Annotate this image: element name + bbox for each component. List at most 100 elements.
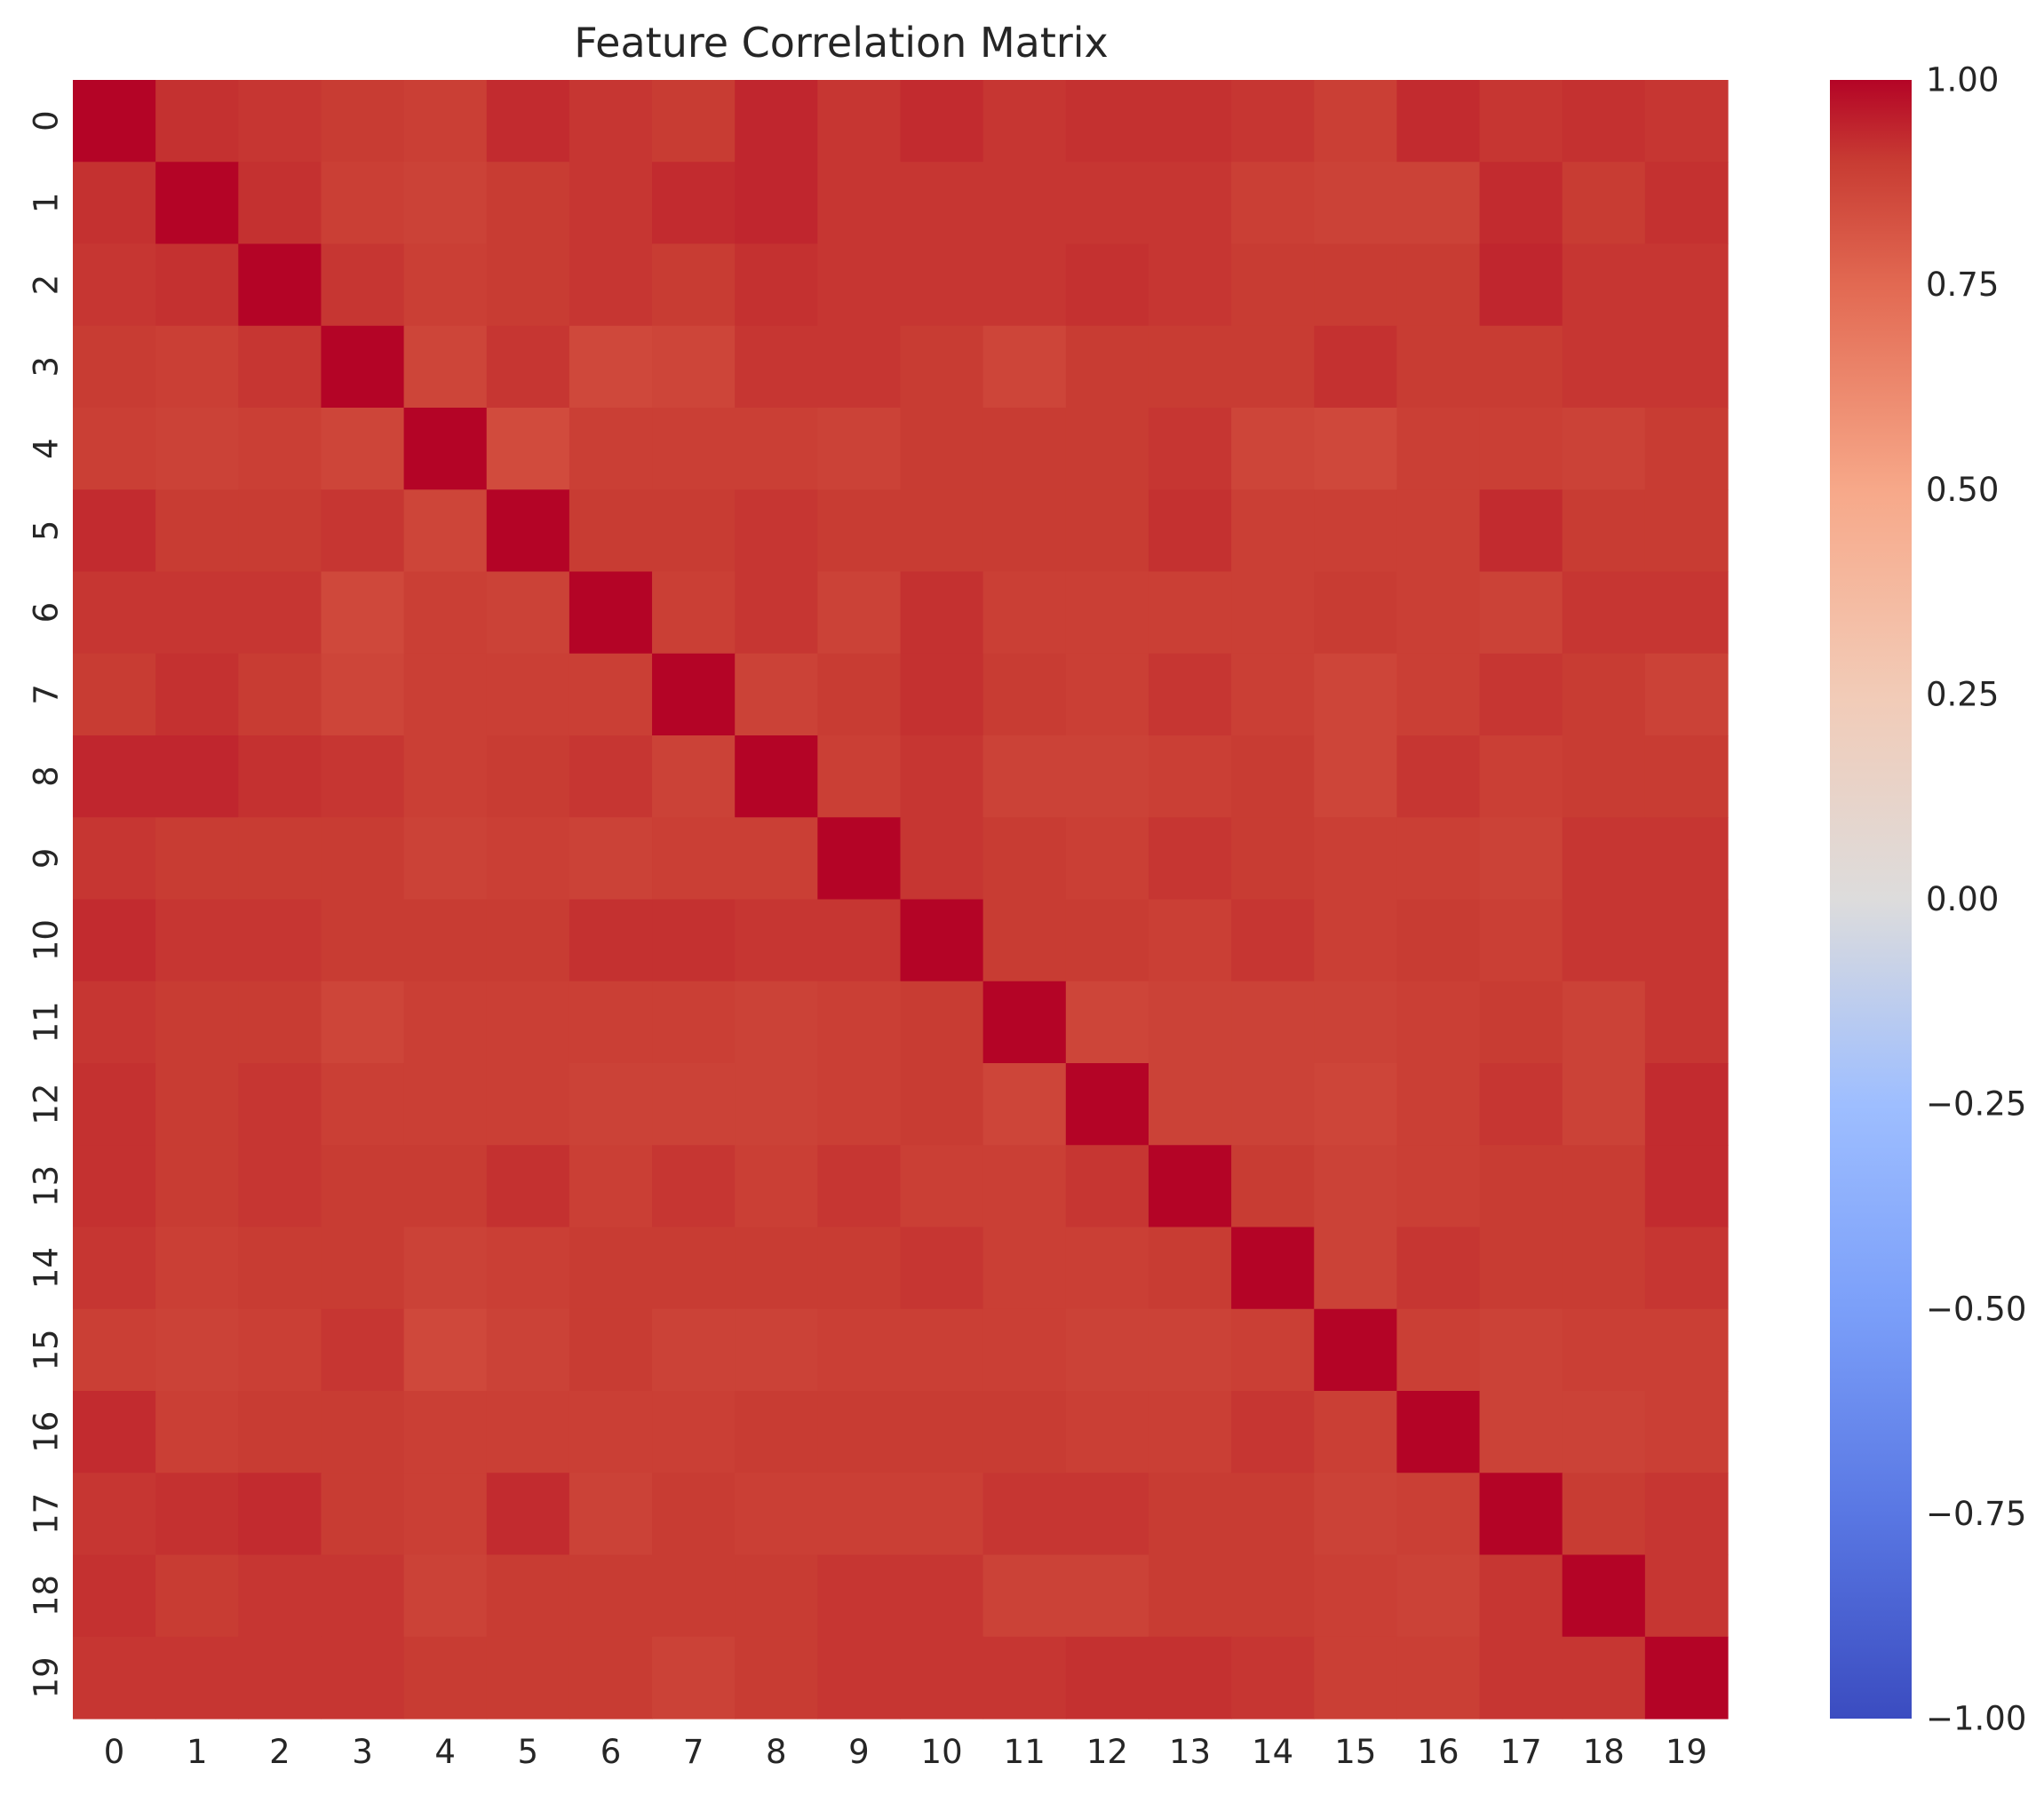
heatmap-cell-6-14 xyxy=(1231,571,1315,655)
heatmap-cell-16-8 xyxy=(735,1391,818,1473)
heatmap-cell-1-16 xyxy=(1396,162,1481,245)
heatmap-cell-6-15 xyxy=(1314,571,1397,655)
heatmap-cell-19-15 xyxy=(1314,1636,1397,1720)
heatmap-cell-1-4 xyxy=(403,162,488,245)
heatmap-cell-8-7 xyxy=(652,735,736,818)
heatmap-cell-8-14 xyxy=(1231,735,1315,818)
x-tick-label: 19 xyxy=(1666,1733,1707,1771)
heatmap-cell-12-16 xyxy=(1396,1063,1481,1146)
heatmap-cell-7-5 xyxy=(486,653,570,736)
colorbar-tick-label: 0.25 xyxy=(1926,675,1999,713)
heatmap-cell-0-1 xyxy=(155,80,239,163)
heatmap-cell-8-12 xyxy=(1065,735,1149,818)
heatmap-cell-2-4 xyxy=(403,243,488,327)
heatmap-cell-9-16 xyxy=(1396,817,1481,901)
heatmap-cell-15-10 xyxy=(900,1308,984,1392)
heatmap-cell-7-10 xyxy=(900,653,984,736)
heatmap-cell-11-7 xyxy=(652,981,736,1064)
x-tick-label: 17 xyxy=(1500,1733,1542,1771)
heatmap-cell-14-5 xyxy=(486,1227,570,1310)
heatmap-cell-7-15 xyxy=(1314,653,1397,736)
heatmap-cell-6-1 xyxy=(155,571,239,655)
heatmap-cell-18-6 xyxy=(569,1554,653,1638)
heatmap-cell-0-0 xyxy=(73,80,156,163)
heatmap-cell-13-1 xyxy=(155,1145,239,1228)
heatmap-cell-1-5 xyxy=(486,162,570,245)
heatmap-cell-9-1 xyxy=(155,817,239,901)
heatmap-cell-1-3 xyxy=(321,162,405,245)
heatmap-cell-0-14 xyxy=(1231,80,1315,163)
heatmap-cell-17-10 xyxy=(900,1473,984,1556)
heatmap-cell-0-4 xyxy=(403,80,488,163)
heatmap-cell-16-1 xyxy=(155,1391,239,1473)
heatmap-cell-18-11 xyxy=(982,1554,1067,1638)
heatmap-cell-0-19 xyxy=(1644,80,1729,163)
heatmap-cell-12-18 xyxy=(1562,1063,1646,1146)
heatmap-cell-15-0 xyxy=(73,1308,156,1392)
heatmap-cell-12-10 xyxy=(900,1063,984,1146)
heatmap-cell-2-13 xyxy=(1148,243,1232,327)
x-tick-label: 13 xyxy=(1169,1733,1211,1771)
heatmap-cell-14-6 xyxy=(569,1227,653,1310)
x-tick-label: 16 xyxy=(1417,1733,1459,1771)
heatmap-cell-17-2 xyxy=(238,1473,322,1556)
heatmap-cell-3-2 xyxy=(238,325,322,409)
heatmap-cell-19-10 xyxy=(900,1636,984,1720)
heatmap-cell-18-17 xyxy=(1479,1554,1563,1638)
heatmap-cell-11-18 xyxy=(1562,981,1646,1064)
y-tick-label: 18 xyxy=(28,1575,66,1616)
heatmap-cell-16-15 xyxy=(1314,1391,1397,1473)
heatmap-cell-15-18 xyxy=(1562,1308,1646,1392)
heatmap-cell-14-1 xyxy=(155,1227,239,1310)
heatmap-cell-5-12 xyxy=(1065,489,1149,573)
heatmap-cell-7-17 xyxy=(1479,653,1563,736)
heatmap-cell-17-12 xyxy=(1065,1473,1149,1556)
heatmap-cell-4-13 xyxy=(1148,408,1232,490)
heatmap-cell-16-12 xyxy=(1065,1391,1149,1473)
y-tick-label: 17 xyxy=(28,1493,66,1535)
heatmap-cell-14-12 xyxy=(1065,1227,1149,1310)
heatmap-cell-3-7 xyxy=(652,325,736,409)
x-tick-label: 5 xyxy=(518,1733,539,1771)
heatmap-cell-3-18 xyxy=(1562,325,1646,409)
heatmap-cell-0-7 xyxy=(652,80,736,163)
x-tick-label: 4 xyxy=(434,1733,456,1771)
y-tick-label: 19 xyxy=(28,1656,66,1698)
x-tick-label: 8 xyxy=(766,1733,787,1771)
heatmap-cell-8-3 xyxy=(321,735,405,818)
heatmap-cell-13-12 xyxy=(1065,1145,1149,1228)
heatmap-cell-1-1 xyxy=(155,162,239,245)
heatmap-cell-17-6 xyxy=(569,1473,653,1556)
heatmap-cell-5-18 xyxy=(1562,489,1646,573)
heatmap-cell-13-10 xyxy=(900,1145,984,1228)
heatmap-cell-4-11 xyxy=(982,408,1067,490)
y-tick-label: 2 xyxy=(28,274,66,296)
heatmap-cell-0-15 xyxy=(1314,80,1397,163)
heatmap-cell-18-1 xyxy=(155,1554,239,1638)
heatmap-cell-2-9 xyxy=(817,243,902,327)
heatmap-cell-12-2 xyxy=(238,1063,322,1146)
heatmap-cell-1-12 xyxy=(1065,162,1149,245)
heatmap-cell-11-8 xyxy=(735,981,818,1064)
heatmap-cell-15-4 xyxy=(403,1308,488,1392)
heatmap-cell-18-12 xyxy=(1065,1554,1149,1638)
heatmap-cell-12-4 xyxy=(403,1063,488,1146)
heatmap-cell-19-7 xyxy=(652,1636,736,1720)
heatmap-cell-3-16 xyxy=(1396,325,1481,409)
heatmap-cell-19-18 xyxy=(1562,1636,1646,1720)
heatmap-cell-14-13 xyxy=(1148,1227,1232,1310)
heatmap-cell-13-14 xyxy=(1231,1145,1315,1228)
heatmap-cell-3-1 xyxy=(155,325,239,409)
heatmap-cell-11-3 xyxy=(321,981,405,1064)
heatmap-cell-19-17 xyxy=(1479,1636,1563,1720)
heatmap-cell-16-5 xyxy=(486,1391,570,1473)
heatmap-cell-11-19 xyxy=(1644,981,1729,1064)
heatmap-cell-11-13 xyxy=(1148,981,1232,1064)
x-tick-label: 14 xyxy=(1252,1733,1293,1771)
heatmap-cell-10-1 xyxy=(155,899,239,982)
heatmap-cell-5-19 xyxy=(1644,489,1729,573)
heatmap-cell-19-6 xyxy=(569,1636,653,1720)
heatmap-cell-1-6 xyxy=(569,162,653,245)
heatmap-cell-4-15 xyxy=(1314,408,1397,490)
heatmap-cell-14-19 xyxy=(1644,1227,1729,1310)
